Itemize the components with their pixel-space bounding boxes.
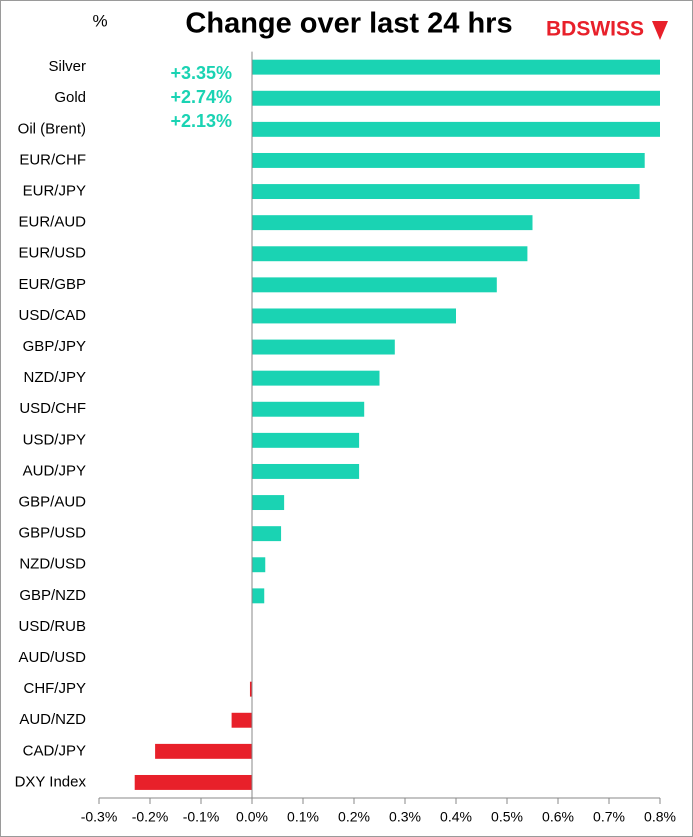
y-tick-label: USD/CAD xyxy=(18,307,86,324)
bar xyxy=(252,370,380,386)
y-tick-label: EUR/AUD xyxy=(18,214,86,231)
x-tick-label: 0.2% xyxy=(338,809,370,825)
bar xyxy=(252,121,660,137)
bar xyxy=(252,277,497,293)
bar xyxy=(252,557,266,573)
y-tick-label: AUD/JPY xyxy=(23,462,86,479)
y-tick-label: EUR/CHF xyxy=(19,151,86,168)
bar xyxy=(252,246,528,262)
x-tick-label: 0.4% xyxy=(440,809,472,825)
bar xyxy=(252,495,285,511)
bar xyxy=(252,526,282,542)
y-tick-label: CAD/JPY xyxy=(23,742,86,759)
bar xyxy=(252,463,360,479)
y-tick-label: AUD/NZD xyxy=(19,711,86,728)
y-tick-label: Silver xyxy=(48,58,86,75)
y-tick-label: USD/CHF xyxy=(19,400,86,417)
x-tick-label: 0.5% xyxy=(491,809,523,825)
bar xyxy=(249,681,252,697)
y-tick-label: GBP/JPY xyxy=(23,338,86,355)
y-tick-label: GBP/USD xyxy=(18,525,86,542)
x-tick-label: -0.2% xyxy=(132,809,169,825)
x-tick-label: 0.7% xyxy=(593,809,625,825)
bar xyxy=(134,774,252,790)
bar xyxy=(252,339,395,355)
value-label: +3.35% xyxy=(170,63,232,83)
bar xyxy=(252,401,365,417)
x-tick-label: 0.8% xyxy=(644,809,676,825)
logo: BDSWISS xyxy=(546,18,644,41)
value-label: +2.74% xyxy=(170,87,232,107)
y-tick-label: EUR/GBP xyxy=(18,276,86,293)
bar xyxy=(252,90,660,106)
value-label: +2.13% xyxy=(170,111,232,131)
y-tick-label: CHF/JPY xyxy=(23,680,86,697)
y-tick-label: GBP/NZD xyxy=(19,587,86,604)
y-tick-label: AUD/USD xyxy=(18,649,86,666)
y-tick-label: GBP/AUD xyxy=(18,494,86,511)
y-tick-label: EUR/USD xyxy=(18,245,86,262)
bar xyxy=(252,59,660,75)
y-tick-label: Oil (Brent) xyxy=(18,120,86,137)
y-tick-label: Gold xyxy=(54,89,86,106)
x-tick-label: -0.1% xyxy=(183,809,220,825)
x-tick-label: 0.6% xyxy=(542,809,574,825)
bar xyxy=(252,588,265,604)
y-tick-label: DXY Index xyxy=(15,773,87,790)
x-tick-label: 0.0% xyxy=(236,809,268,825)
y-tick-label: NZD/JPY xyxy=(23,369,86,386)
chart-title: Change over last 24 hrs xyxy=(185,8,512,40)
logo-icon xyxy=(652,21,668,40)
bar xyxy=(231,712,252,728)
x-tick-label: 0.1% xyxy=(287,809,319,825)
y-tick-label: EUR/JPY xyxy=(23,183,86,200)
y-tick-label: USD/RUB xyxy=(18,618,86,635)
bar xyxy=(155,743,252,759)
y-tick-label: USD/JPY xyxy=(23,431,86,448)
unit-label: % xyxy=(92,11,107,30)
y-tick-label: NZD/USD xyxy=(19,556,86,573)
bar xyxy=(252,184,640,200)
bar xyxy=(252,308,456,324)
bar xyxy=(252,152,645,168)
plot-area xyxy=(134,59,660,790)
x-tick-label: 0.3% xyxy=(389,809,421,825)
x-tick-label: -0.3% xyxy=(81,809,118,825)
bar xyxy=(252,432,360,448)
bar xyxy=(252,215,533,231)
